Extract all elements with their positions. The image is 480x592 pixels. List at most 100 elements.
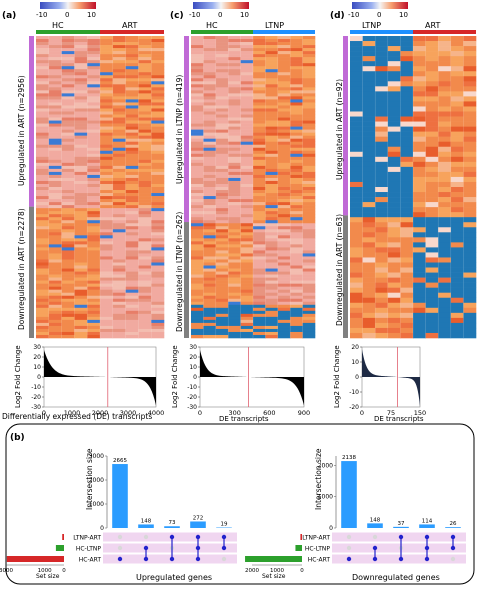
heatmap-cell xyxy=(151,205,164,208)
heatmap-cell xyxy=(463,56,476,61)
heatmap-cell xyxy=(350,46,363,51)
heatmap-cell xyxy=(426,288,439,293)
heatmap-cell xyxy=(62,332,75,335)
heatmap-cell xyxy=(151,275,164,278)
heatmap-cell xyxy=(36,196,49,199)
heatmap-cell xyxy=(253,57,266,60)
heatmap-cell xyxy=(388,247,401,252)
heatmap-cell xyxy=(216,160,229,163)
heatmap-cell xyxy=(126,96,139,99)
heatmap-cell xyxy=(241,130,254,133)
heatmap-cell xyxy=(241,196,254,199)
heatmap-cell xyxy=(138,48,151,51)
heatmap-cell xyxy=(62,39,75,42)
heatmap-cell xyxy=(62,60,75,63)
heatmap-cell xyxy=(303,247,316,250)
group-bar-right xyxy=(253,30,315,34)
heatmap-cell xyxy=(62,326,75,329)
heatmap-cell xyxy=(241,66,254,69)
heatmap-cell xyxy=(216,302,229,305)
heatmap-cell xyxy=(62,190,75,193)
heatmap-cell xyxy=(113,290,126,293)
heatmap-cell xyxy=(74,281,87,284)
heatmap-cell xyxy=(463,66,476,71)
heatmap-cell xyxy=(290,99,303,102)
heatmap-cell xyxy=(100,172,113,175)
heatmap-cell xyxy=(363,96,376,101)
heatmap-cell xyxy=(413,278,426,283)
heatmap-cell xyxy=(303,187,316,190)
heatmap-cell xyxy=(100,127,113,130)
heatmap-cell xyxy=(228,335,241,338)
heatmap-cell xyxy=(49,299,62,302)
heatmap-cell xyxy=(278,105,291,108)
heatmap-cell xyxy=(62,160,75,163)
heatmap-cell xyxy=(203,187,216,190)
heatmap-cell xyxy=(228,235,241,238)
heatmap-cell xyxy=(126,178,139,181)
heatmap-cell xyxy=(363,162,376,167)
heatmap-cell xyxy=(290,296,303,299)
heatmap-cell xyxy=(216,166,229,169)
heatmap-cell xyxy=(126,259,139,262)
heatmap-cell xyxy=(216,247,229,250)
heatmap-cell xyxy=(151,42,164,45)
heatmap-cell xyxy=(253,72,266,75)
heatmap-cell xyxy=(203,317,216,320)
heatmap-cell xyxy=(49,151,62,154)
heatmap-cell xyxy=(375,278,388,283)
heatmap-cell xyxy=(451,252,464,257)
heatmap-cell xyxy=(278,220,291,223)
heatmap-cell xyxy=(126,332,139,335)
heatmap-cell xyxy=(290,275,303,278)
heatmap-cell xyxy=(241,238,254,241)
heatmap-cell xyxy=(36,232,49,235)
heatmap-cell xyxy=(203,84,216,87)
heatmap-cell xyxy=(278,217,291,220)
heatmap-cell xyxy=(290,57,303,60)
heatmap-cell xyxy=(151,133,164,136)
heatmap-cell xyxy=(253,154,266,157)
heatmap-cell xyxy=(388,177,401,182)
heatmap-cell xyxy=(36,259,49,262)
heatmap-cell xyxy=(228,93,241,96)
heatmap-cell xyxy=(49,172,62,175)
heatmap-cell xyxy=(100,232,113,235)
heatmap-cell xyxy=(87,139,100,142)
heatmap-cell xyxy=(375,273,388,278)
heatmap-cell xyxy=(36,220,49,223)
heatmap-cell xyxy=(438,197,451,202)
heatmap-cell xyxy=(451,293,464,298)
heatmap-cell xyxy=(438,273,451,278)
heatmap-cell xyxy=(203,232,216,235)
heatmap-cell xyxy=(426,46,439,51)
heatmap-cell xyxy=(375,293,388,298)
heatmap-cell xyxy=(36,160,49,163)
heatmap-cell xyxy=(87,48,100,51)
heatmap-cell xyxy=(253,250,266,253)
heatmap-cell xyxy=(426,182,439,187)
heatmap-cell xyxy=(375,137,388,142)
heatmap-cell xyxy=(49,87,62,90)
heatmap-cell xyxy=(350,242,363,247)
heatmap-cell xyxy=(388,333,401,338)
heatmap-cell xyxy=(87,314,100,317)
heatmap-cell xyxy=(36,63,49,66)
heatmap-cell xyxy=(138,311,151,314)
heatmap-cell xyxy=(265,118,278,121)
fc-ytick-label: -20 xyxy=(31,394,41,401)
heatmap-cell xyxy=(113,299,126,302)
heatmap-cell xyxy=(253,284,266,287)
heatmap-cell xyxy=(191,93,204,96)
heatmap-cell xyxy=(62,118,75,121)
upset-title-up: Upregulated genes xyxy=(136,573,212,582)
intersection-value: 19 xyxy=(221,522,228,528)
heatmap-cell xyxy=(265,184,278,187)
group-label-a-right: ART xyxy=(122,21,137,30)
heatmap-cell xyxy=(463,278,476,283)
heatmap-cell xyxy=(451,46,464,51)
heatmap-cell xyxy=(290,272,303,275)
heatmap-cell xyxy=(126,326,139,329)
heatmap-cell xyxy=(451,237,464,242)
heatmap-cell xyxy=(426,91,439,96)
